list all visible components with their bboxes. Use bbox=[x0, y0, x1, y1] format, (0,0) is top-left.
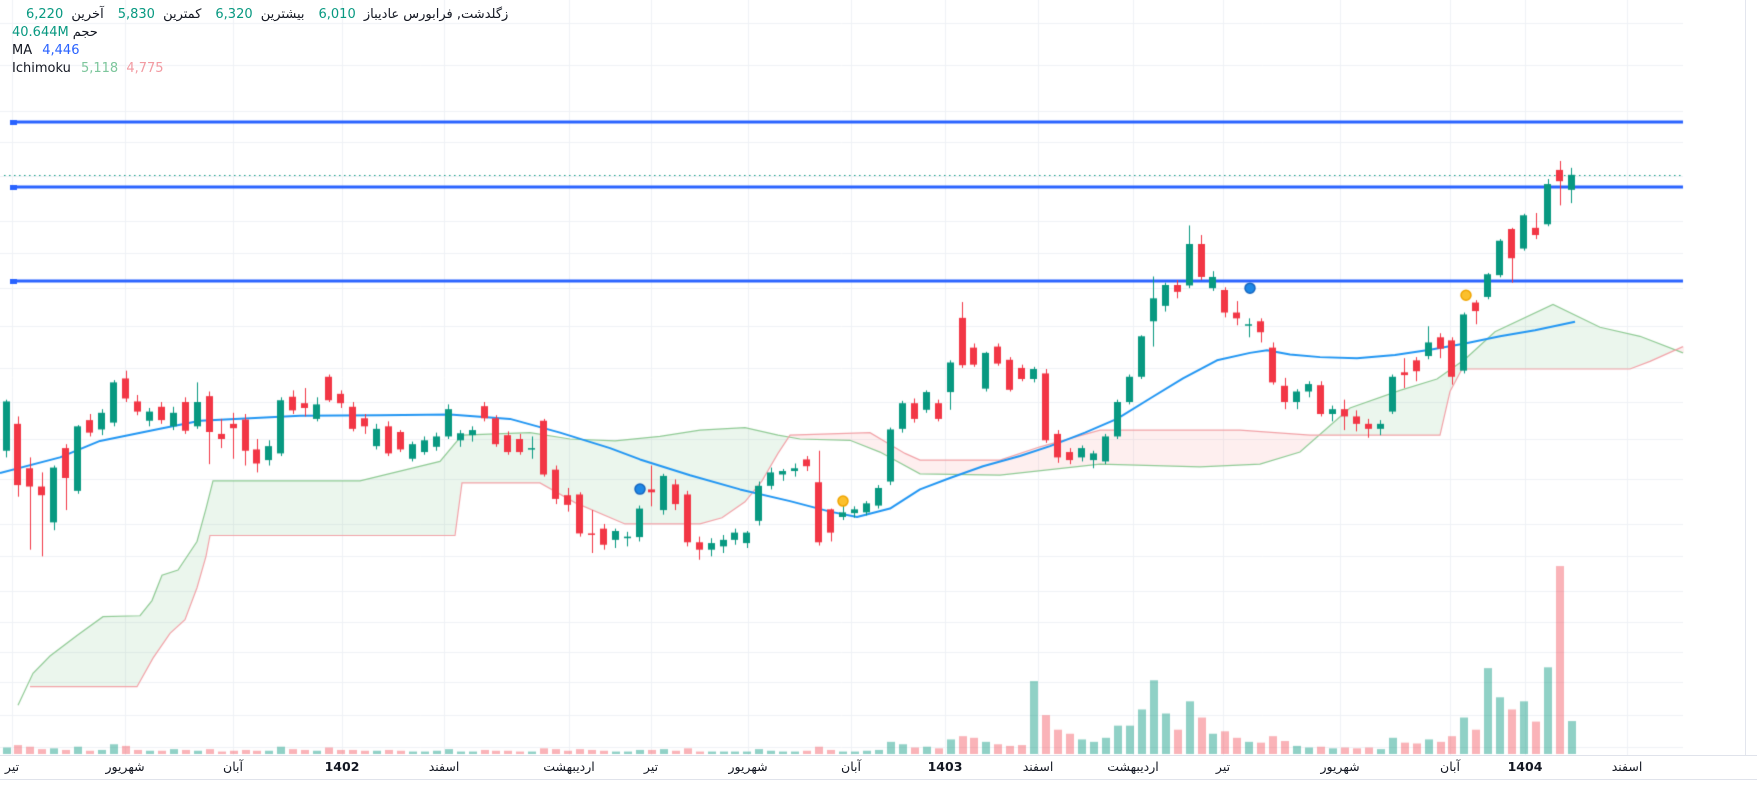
time-month-label: اسفند bbox=[428, 759, 460, 774]
legend-ma-row: MA 4,446 bbox=[12, 42, 508, 59]
time-month-label: آبان bbox=[841, 759, 861, 774]
axis-right-border bbox=[1745, 0, 1746, 779]
time-month-label: اردیبهشت bbox=[1107, 759, 1159, 774]
time-month-label: آبان bbox=[1440, 759, 1460, 774]
symbol-title: زگلدشت, فرابورس عادی bbox=[378, 7, 509, 22]
time-month-label: اسفند bbox=[1022, 759, 1054, 774]
last-label: آخرین bbox=[71, 7, 104, 22]
volume-value: 40.644M bbox=[12, 25, 69, 40]
time-month-label: تیر bbox=[1215, 759, 1231, 774]
time-month-label: شهریور bbox=[1320, 759, 1360, 774]
ma-value: 4,446 bbox=[42, 43, 80, 58]
time-year-label: 1402 bbox=[324, 759, 360, 774]
ichimoku-span-a-value: 5,118 bbox=[80, 61, 119, 76]
price-axis[interactable]: 8,8008,0007,2006,7005,6005,2004,0003,700… bbox=[1682, 0, 1757, 755]
last-value: 6,220 bbox=[26, 7, 64, 22]
time-month-label: شهریور bbox=[105, 759, 145, 774]
volume-label: حجم bbox=[72, 25, 98, 40]
low-value: 5,830 bbox=[117, 7, 155, 22]
time-month-label: اردیبهشت bbox=[543, 759, 595, 774]
legend-ichimoku-row: Ichimoku 5,118 4,775 bbox=[12, 60, 508, 77]
open-value: 6,010 bbox=[318, 7, 356, 22]
time-month-label: آبان bbox=[223, 759, 243, 774]
high-value: 6,320 bbox=[215, 7, 253, 22]
time-month-label: تیر bbox=[643, 759, 659, 774]
ichimoku-span-b-value: 4,775 bbox=[126, 61, 164, 76]
time-month-label: شهریور bbox=[728, 759, 768, 774]
time-month-label: اسفند bbox=[1611, 759, 1643, 774]
legend-volume-row: حجم 40.644M bbox=[12, 24, 134, 41]
ma-indicator-label: MA bbox=[12, 43, 33, 58]
ichimoku-indicator-label: Ichimoku bbox=[12, 61, 71, 76]
open-label: باز bbox=[363, 7, 379, 22]
time-month-label: تیر bbox=[4, 759, 20, 774]
legend-ohlc-row: زگلدشت, فرابورس عادی باز 6,010 بیشترین 6… bbox=[12, 6, 508, 23]
time-year-label: 1404 bbox=[1507, 759, 1543, 774]
chart-legend: زگلدشت, فرابورس عادی باز 6,010 بیشترین 6… bbox=[12, 6, 508, 78]
chart-bottom-border bbox=[0, 779, 1757, 780]
time-year-label: 1403 bbox=[927, 759, 963, 774]
high-label: بیشترین bbox=[260, 7, 305, 22]
time-axis[interactable]: تیر شهریور آبان 1402 اسفند اردیبهشت تیر شهریور آ… bbox=[0, 755, 1757, 780]
low-label: کمترین bbox=[163, 7, 202, 22]
